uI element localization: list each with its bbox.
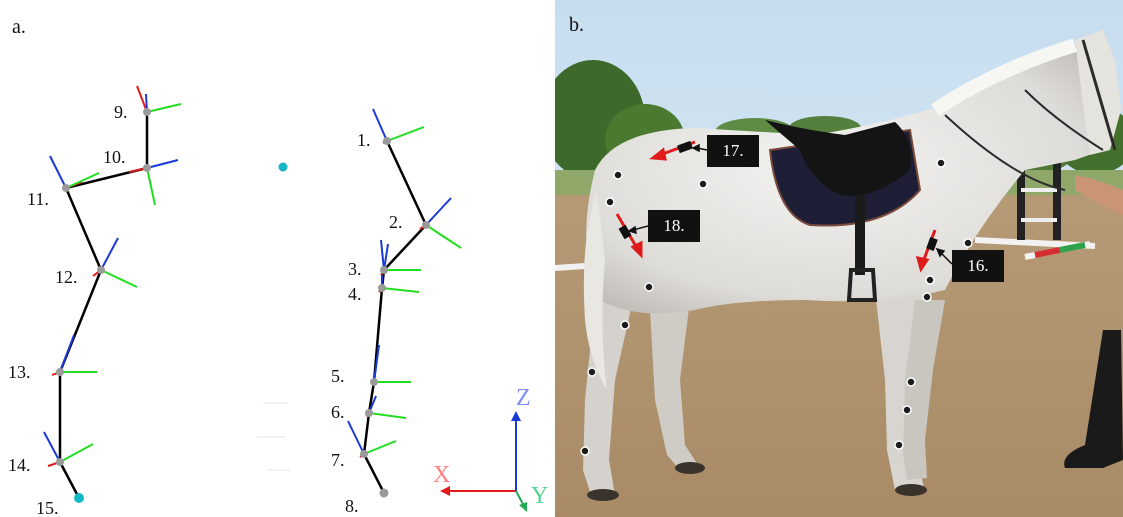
marker-15-sphere: [74, 493, 84, 503]
callout-16: 16.: [952, 250, 1004, 282]
fore-limb-segments: [362, 140, 428, 494]
panel-a-label: a.: [12, 16, 26, 38]
horse: [583, 30, 1123, 501]
marker-label-8: 8.: [345, 496, 359, 516]
skeleton-svg: 9. 10. 11. 12. 13. 14. 15. 1. 2. 3. 4. 5…: [8, 85, 548, 517]
axis-z-label: Z: [516, 385, 531, 411]
marker-label-10: 10.: [103, 147, 126, 167]
panel-b-label: b.: [569, 14, 584, 36]
marker-labels: 9. 10. 11. 12. 13. 14. 15. 1. 2. 3. 4. 5…: [8, 102, 403, 517]
marker-label-12: 12.: [55, 267, 78, 287]
marker-label-2: 2.: [389, 212, 403, 232]
axis-y-label: Y: [531, 483, 548, 509]
marker-label-14: 14.: [8, 455, 31, 475]
marker-label-7: 7.: [331, 450, 345, 470]
horse-markers: [580, 158, 973, 456]
marker-label-6: 6.: [331, 402, 345, 422]
jump-poles: [555, 150, 1096, 295]
callout-leaders: [627, 143, 953, 265]
callout-18: 18.: [648, 210, 700, 242]
free-marker-sphere: [278, 162, 288, 172]
marker-label-4: 4.: [348, 284, 362, 304]
axis-x-label: X: [433, 462, 450, 488]
marker-label-1: 1.: [357, 130, 371, 150]
marker-label-15: 15.: [36, 498, 59, 517]
marker-label-11: 11.: [27, 189, 49, 209]
marker-frames: [43, 85, 462, 467]
marker-spheres: [56, 108, 430, 498]
marker-label-3: 3.: [348, 259, 362, 279]
ghost-marks: [257, 402, 290, 471]
axis-triad: X Z Y: [433, 385, 548, 512]
callout-17: 17.: [707, 135, 759, 167]
horse-photo-svg: [555, 0, 1123, 517]
panel-a-skeleton-diagram: a.: [0, 0, 555, 517]
panel-b-horse-photo: b. 17. 18. 16.: [555, 0, 1123, 517]
sensor-units: [618, 140, 938, 252]
marker-label-9: 9.: [114, 102, 128, 122]
marker-label-13: 13.: [8, 362, 31, 382]
marker-label-5: 5.: [331, 366, 345, 386]
